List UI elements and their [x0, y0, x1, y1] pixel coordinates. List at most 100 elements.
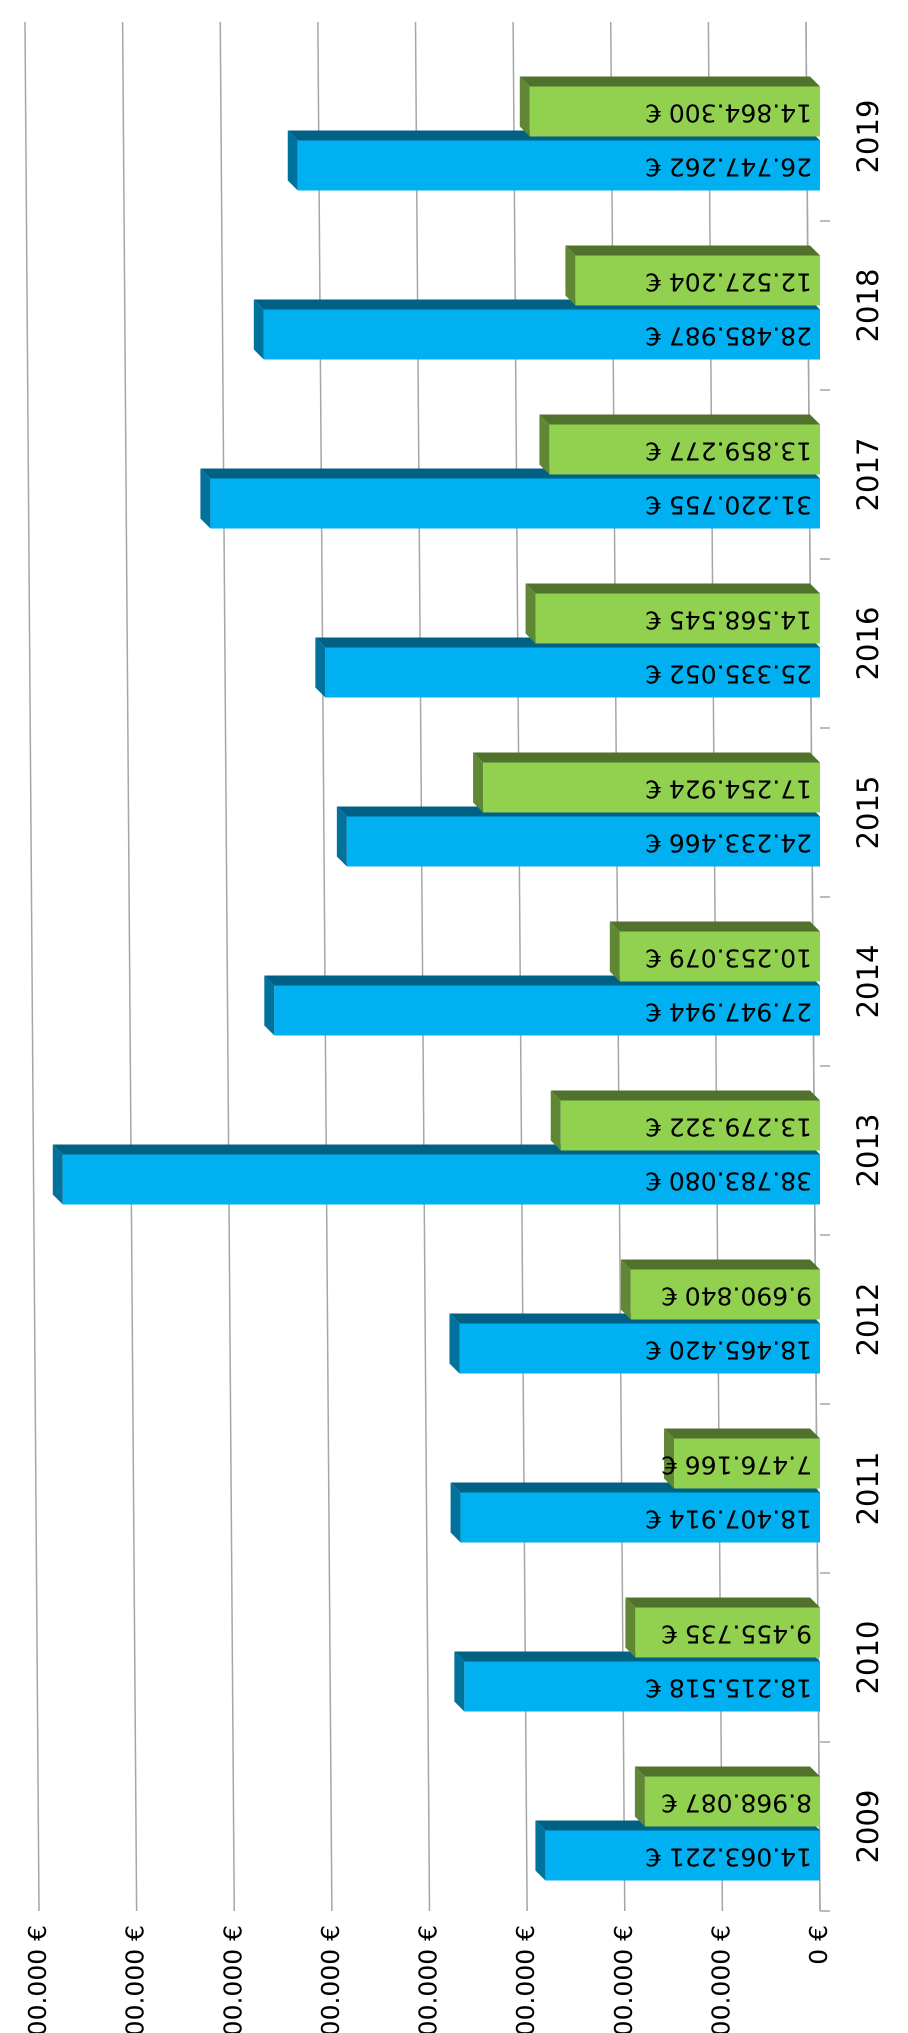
plot: 0 € 5.000.000 € 10.000.000 € 15.000.000 € 20… — [23, 21, 885, 2033]
bar-top — [539, 414, 550, 475]
bar-top — [609, 921, 620, 982]
data-label: 31.220.755 € — [645, 491, 812, 520]
bar-top — [620, 1259, 631, 1320]
grid-line — [24, 21, 40, 1912]
x-tick-label: 2009 — [851, 1790, 885, 1864]
y-tick-label: 25.000.000 € — [316, 1925, 345, 2033]
bar-side — [625, 1597, 820, 1608]
data-label: 10.253.079 € — [645, 944, 812, 973]
bar-side — [519, 76, 820, 87]
bar-top — [264, 975, 275, 1036]
bar-top — [287, 130, 298, 191]
bar — [346, 816, 820, 867]
bar-side — [550, 1090, 820, 1101]
data-label: 12.527.204 € — [645, 268, 812, 297]
x-tick-label: 2016 — [851, 607, 885, 681]
grid-line — [121, 21, 138, 1912]
bar-top — [52, 1144, 63, 1205]
bar-top — [450, 1482, 461, 1543]
data-label: 14.864.300 € — [645, 99, 812, 128]
x-tick-label: 2012 — [851, 1283, 885, 1357]
bar-top — [664, 1428, 675, 1489]
bar — [619, 931, 821, 982]
bar-top — [634, 1766, 645, 1827]
y-tick-label: 30.000.000 € — [218, 1925, 247, 2033]
y-tick-label: 0 € — [804, 1925, 833, 1965]
bar-top — [525, 583, 536, 644]
x-tick-label: 2017 — [851, 438, 885, 512]
data-label: 25.335.052 € — [645, 660, 812, 689]
bar — [460, 1492, 820, 1543]
bar — [483, 762, 820, 813]
data-label: 26.747.262 € — [645, 153, 812, 182]
bar — [62, 1154, 820, 1205]
bar-top — [315, 637, 326, 698]
bar-top — [473, 752, 484, 813]
bar-top — [519, 76, 530, 137]
data-label: 13.279.322 € — [645, 1113, 812, 1142]
bar — [325, 647, 820, 698]
bar — [535, 593, 820, 644]
y-tick-label: 15.000.000 € — [511, 1925, 540, 2033]
bar-top — [336, 806, 347, 867]
data-label: 18.465.420 € — [645, 1336, 812, 1365]
data-label: 9.690.840 € — [661, 1282, 812, 1311]
bar-side — [473, 752, 820, 763]
bar-top — [449, 1313, 460, 1374]
bar — [644, 1776, 820, 1827]
data-label: 38.783.080 € — [645, 1167, 812, 1196]
bar-top — [565, 245, 576, 306]
bar — [575, 255, 821, 306]
x-tick-label: 2018 — [851, 269, 885, 343]
bar — [263, 309, 820, 360]
bar — [545, 1830, 820, 1881]
y-tick-label: 40.000.000 € — [23, 1925, 52, 2033]
y-tick-label: 10.000.000 € — [609, 1925, 638, 2033]
bar — [635, 1607, 820, 1658]
bar-top — [625, 1597, 636, 1658]
y-tick-label: 35.000.000 € — [121, 1925, 150, 2033]
x-tick-label: 2015 — [851, 776, 885, 850]
bar — [560, 1100, 820, 1151]
data-label: 9.455.735 € — [661, 1620, 812, 1649]
bar — [674, 1438, 820, 1489]
data-label: 7.476.166 € — [661, 1451, 812, 1480]
y-tick-label: 20.000.000 € — [414, 1925, 443, 2033]
data-label: 18.407.914 € — [645, 1505, 812, 1534]
data-label: 14.568.545 € — [645, 606, 812, 635]
x-tick-label: 2011 — [851, 1452, 885, 1526]
data-label: 27.947.944 € — [645, 998, 812, 1027]
bar-top — [550, 1090, 561, 1151]
x-tick-label: 2014 — [851, 945, 885, 1019]
x-tick-label: 2010 — [851, 1621, 885, 1695]
x-tick-label: 2019 — [851, 100, 885, 174]
bar-side — [620, 1259, 820, 1270]
bar-top — [454, 1651, 465, 1712]
data-label: 18.215.518 € — [645, 1674, 812, 1703]
bar — [297, 140, 820, 191]
bar — [210, 478, 821, 529]
bar-side — [634, 1766, 820, 1777]
bar — [274, 985, 820, 1036]
bar — [529, 86, 820, 137]
grid-line — [219, 21, 235, 1912]
x-tick-label: 2013 — [851, 1114, 885, 1188]
data-label: 8.968.087 € — [661, 1789, 812, 1818]
bar — [464, 1661, 820, 1712]
bar — [459, 1323, 820, 1374]
bar-side — [664, 1428, 820, 1439]
y-tick-label: 5.000.000 € — [706, 1925, 735, 2033]
data-label: 17.254.924 € — [645, 775, 812, 804]
data-label: 14.063.221 € — [645, 1843, 812, 1872]
data-label: 13.859.277 € — [645, 437, 812, 466]
bar-side — [525, 583, 820, 594]
data-label: 28.485.987 € — [645, 322, 812, 351]
bar-top — [253, 299, 264, 360]
bar-side — [539, 414, 820, 425]
bar — [549, 424, 821, 475]
bar-top — [200, 468, 211, 529]
bar-side — [565, 245, 820, 256]
bar-top — [535, 1820, 546, 1881]
